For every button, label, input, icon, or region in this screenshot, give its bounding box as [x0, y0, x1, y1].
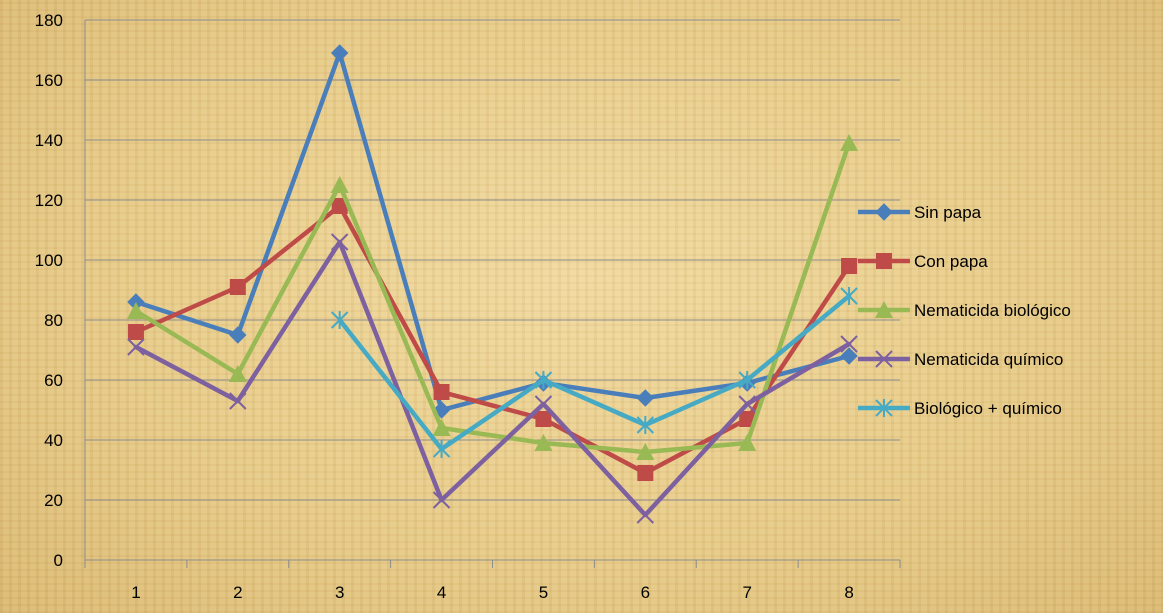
data-point — [331, 198, 348, 214]
series-4 — [330, 287, 858, 458]
legend-label: Nematicida biológico — [914, 301, 1071, 320]
data-point — [637, 465, 654, 481]
data-point — [875, 301, 893, 318]
legend-label: Con papa — [914, 252, 988, 271]
data-point — [432, 440, 451, 458]
legend-item: Sin papa — [858, 203, 982, 222]
data-point — [126, 302, 145, 319]
data-point — [875, 399, 893, 417]
legend-item: Con papa — [858, 252, 988, 271]
data-point — [534, 434, 553, 451]
y-tick-label: 20 — [44, 491, 63, 510]
data-point — [739, 411, 756, 427]
legend-item: Nematicida químico — [858, 350, 1063, 369]
data-point — [636, 416, 655, 434]
y-tick-label: 0 — [54, 551, 63, 570]
data-point — [876, 253, 892, 269]
data-point — [840, 134, 859, 151]
x-tick-label: 3 — [335, 583, 344, 602]
data-point — [229, 392, 247, 410]
y-tick-label: 160 — [35, 71, 63, 90]
x-tick-label: 5 — [539, 583, 548, 602]
series-0 — [127, 44, 858, 419]
series-line — [133, 140, 852, 455]
data-point — [127, 324, 144, 340]
data-point — [840, 335, 858, 353]
y-tick-label: 40 — [44, 431, 63, 450]
data-point — [636, 389, 655, 407]
series-1 — [127, 198, 858, 481]
data-point — [330, 44, 349, 62]
y-tick-label: 120 — [35, 191, 63, 210]
data-point — [875, 203, 893, 221]
data-point — [229, 326, 247, 344]
data-point — [228, 365, 247, 382]
x-tick-label: 7 — [742, 583, 751, 602]
data-point — [738, 395, 756, 413]
data-point — [127, 338, 145, 356]
data-point — [432, 419, 451, 436]
y-tick-label: 140 — [35, 131, 63, 150]
data-point — [534, 395, 553, 413]
x-tick-label: 4 — [437, 583, 446, 602]
series-line — [337, 293, 852, 452]
legend-label: Biológico + químico — [914, 399, 1062, 418]
legend: Sin papa Con papa Nematicida biológico Nema… — [858, 203, 1071, 418]
x-tick-label: 2 — [233, 583, 242, 602]
data-point — [432, 491, 451, 509]
data-point — [229, 279, 246, 295]
data-point — [636, 506, 655, 524]
y-tick-label: 60 — [44, 371, 63, 390]
series-3 — [127, 233, 858, 524]
series-line — [133, 239, 852, 518]
data-point — [330, 176, 349, 193]
y-tick-label: 80 — [44, 311, 63, 330]
legend-item: Nematicida biológico — [858, 301, 1071, 320]
data-point — [840, 287, 858, 305]
data-point — [535, 411, 552, 427]
data-point — [738, 371, 756, 389]
series-2 — [126, 134, 859, 460]
series-line — [133, 203, 852, 476]
data-point — [738, 434, 757, 451]
data-point — [330, 233, 349, 251]
series-line — [133, 50, 852, 413]
x-tick-label: 8 — [844, 583, 853, 602]
x-tick-label: 1 — [131, 583, 140, 602]
data-point — [534, 371, 553, 389]
gridlines — [85, 19, 900, 561]
legend-item: Biológico + químico — [858, 399, 1062, 418]
axes: 0 20 40 60 80 100 120 140 160 180 1 2 3 4 5 6 7 8 — [35, 11, 901, 602]
data-point — [433, 384, 450, 400]
series-group — [126, 44, 859, 524]
data-point — [330, 311, 349, 329]
data-point — [841, 258, 858, 274]
data-point — [875, 350, 893, 368]
legend-label: Sin papa — [914, 203, 982, 222]
y-tick-label: 100 — [35, 251, 63, 270]
data-point — [840, 347, 858, 365]
y-tick-label: 180 — [35, 11, 63, 30]
legend-label: Nematicida químico — [914, 350, 1063, 369]
data-point — [636, 443, 655, 460]
x-tick-label: 6 — [641, 583, 650, 602]
